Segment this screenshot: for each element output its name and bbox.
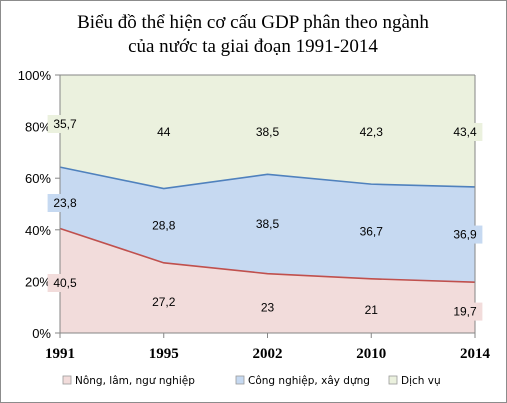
data-label: 38,5 xyxy=(256,217,280,231)
chart-title-line-1: Biểu đồ thể hiện cơ cấu GDP phân theo ng… xyxy=(77,12,429,33)
data-label-box xyxy=(47,115,83,133)
data-label: 23 xyxy=(261,300,275,314)
data-label: 35,7 xyxy=(53,117,77,131)
data-label-box xyxy=(447,302,483,321)
chart-title-line-2: của nước ta giai đoạn 1991-2014 xyxy=(128,36,378,57)
y-tick-label: 60% xyxy=(25,171,51,186)
data-label-box xyxy=(447,123,483,141)
data-label: 28,8 xyxy=(152,219,176,233)
series-line-1 xyxy=(59,227,476,283)
data-label-box xyxy=(250,214,285,233)
data-label: 38,5 xyxy=(256,125,280,139)
x-tick-label: 1991 xyxy=(45,346,75,362)
data-label: 23,8 xyxy=(53,196,77,210)
legend-label: Dịch vụ xyxy=(401,375,441,387)
series-line-2 xyxy=(59,166,476,190)
data-label-box xyxy=(353,222,389,241)
x-tick-label: 2014 xyxy=(460,346,491,362)
legend-swatch xyxy=(388,375,398,385)
data-label: 21 xyxy=(365,303,379,317)
legend-label: Nông, lâm, ngư nghiệp xyxy=(75,375,195,387)
data-label: 44 xyxy=(157,125,171,139)
legend-label: Công nghiệp, xây dựng xyxy=(248,375,370,387)
data-label: 36,7 xyxy=(360,224,384,238)
data-label-box xyxy=(250,123,285,141)
data-label: 36,9 xyxy=(453,228,477,242)
data-label: 42,3 xyxy=(360,125,384,139)
y-tick-label: 20% xyxy=(25,274,51,289)
y-tick-label: 40% xyxy=(25,223,51,238)
data-label: 43,4 xyxy=(453,125,477,139)
data-label-box xyxy=(447,225,483,244)
x-tick-label: 2002 xyxy=(253,346,283,362)
data-label-box xyxy=(47,274,83,292)
legend: Nông, lâm, ngư nghiệp Công nghiệp, xây dự… xyxy=(62,375,441,387)
x-tick-label: 1995 xyxy=(149,346,179,362)
y-tick-label: 0% xyxy=(32,326,51,341)
data-label: 19,7 xyxy=(453,305,477,319)
data-label-box xyxy=(47,194,83,212)
data-label-box xyxy=(146,216,182,235)
x-tick-label: 2010 xyxy=(356,346,386,362)
legend-swatch xyxy=(62,375,72,385)
data-label-box xyxy=(153,123,174,141)
data-label-box xyxy=(353,123,389,141)
data-label-box xyxy=(257,298,278,317)
plot-area: 0% 20% 40% 60% 80% 100% 1991 1995 2002 2010 2014 40… xyxy=(18,68,491,362)
data-label-box xyxy=(146,292,182,311)
y-tick-label: 100% xyxy=(18,68,52,83)
data-label: 40,5 xyxy=(53,276,77,290)
data-label: 27,2 xyxy=(152,295,176,309)
y-tick-label: 80% xyxy=(25,120,51,135)
legend-swatch xyxy=(235,375,245,385)
data-label-box xyxy=(361,300,382,319)
